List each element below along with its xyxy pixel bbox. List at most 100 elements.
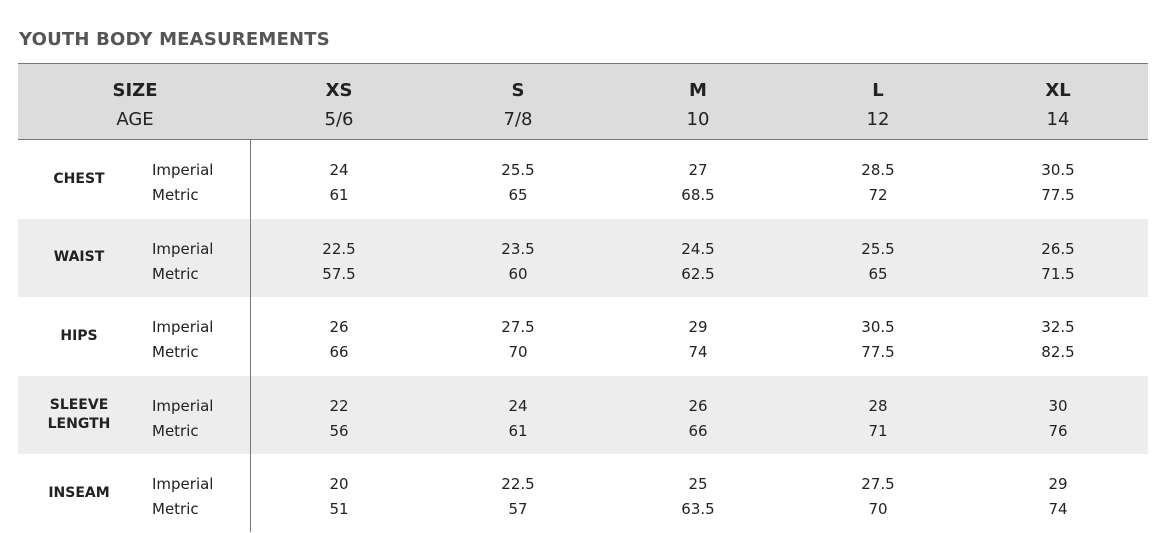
measurement-cell: 30.5 77.5	[818, 315, 938, 365]
unit-imperial: Imperial	[152, 475, 214, 493]
imperial-value: 25.5	[501, 161, 535, 179]
metric-value: 57	[508, 500, 528, 518]
age-label: AGE	[116, 109, 154, 130]
imperial-value: 28	[868, 396, 888, 415]
imperial-value: 29	[1048, 475, 1068, 493]
metric-value: 62.5	[681, 264, 715, 283]
size-column-header: M 10	[608, 76, 788, 134]
imperial-value: 25	[688, 475, 708, 493]
metric-value: 76	[1048, 421, 1068, 440]
table-row: HIPS Imperial Metric 26 66 27.5 70 29 74 30.5 77.5…	[18, 297, 1148, 376]
metric-value: 82.5	[1041, 343, 1075, 361]
unit-metric: Metric	[152, 186, 199, 204]
imperial-value: 26	[688, 396, 708, 415]
size-label: SIZE	[112, 80, 158, 101]
metric-value: 66	[329, 343, 349, 361]
measurement-cell: 29 74	[638, 315, 758, 365]
size-value: M	[689, 80, 707, 101]
column-divider	[250, 140, 251, 532]
measurement-cell: 27.5 70	[458, 315, 578, 365]
imperial-value: 22	[329, 396, 349, 415]
imperial-value: 27.5	[501, 318, 535, 336]
metric-value: 66	[688, 421, 708, 440]
measurement-label: CHEST	[53, 170, 105, 187]
metric-value: 70	[868, 500, 888, 518]
measurement-cell: 22.5 57	[458, 472, 578, 522]
measurement-label: WAIST	[53, 249, 105, 266]
measurement-label: INSEAM	[48, 484, 110, 501]
table-row: CHEST Imperial Metric 24 61 25.5 65 27 68.5 28.5 7…	[18, 140, 1148, 219]
measurement-label-word: SLEEVE	[49, 396, 109, 413]
metric-value: 77.5	[861, 343, 895, 361]
imperial-value: 20	[329, 475, 349, 493]
age-value: 14	[1046, 109, 1070, 130]
metric-value: 65	[508, 186, 528, 204]
table-row: WAIST Imperial Metric 22.5 57.5 23.5 60 24.5 62.…	[18, 218, 1148, 297]
measurement-cell: 30.5 77.5	[998, 158, 1118, 208]
metric-value: 60	[508, 264, 528, 283]
unit-imperial: Imperial	[152, 239, 214, 258]
imperial-value: 30.5	[861, 318, 895, 336]
table-row: SLEEVE LENGTH Imperial Metric 22 56 24 61 26 66 28…	[18, 375, 1148, 455]
metric-value: 71.5	[1041, 264, 1075, 283]
metric-value: 63.5	[681, 500, 715, 518]
table-body: CHEST Imperial Metric 24 61 25.5 65 27 68.5 28.5 7…	[18, 140, 1148, 533]
metric-value: 70	[508, 343, 528, 361]
measurement-cell: 24.5 62.5	[638, 237, 758, 287]
unit-labels: Imperial Metric	[152, 472, 213, 522]
metric-value: 72	[868, 186, 888, 204]
metric-value: 51	[329, 500, 349, 518]
imperial-value: 24.5	[681, 239, 715, 258]
size-chart-table: SIZE AGE XS 5/6 S 7/8 M 10 L 12 XL 14 CHEST Imperial…	[18, 63, 1148, 533]
size-column-header: S 7/8	[428, 76, 608, 134]
unit-imperial: Imperial	[152, 396, 214, 415]
table-row: INSEAM Imperial Metric 20 51 22.5 57 25 63.5 27.5…	[18, 454, 1148, 533]
imperial-value: 29	[688, 318, 708, 336]
measurement-cell: 27 68.5	[638, 158, 758, 208]
table-header: SIZE AGE XS 5/6 S 7/8 M 10 L 12 XL 14	[18, 63, 1148, 140]
unit-labels: Imperial Metric	[152, 158, 213, 208]
age-value: 12	[866, 109, 890, 130]
imperial-value: 26.5	[1041, 239, 1075, 258]
size-column-header: XS 5/6	[249, 76, 429, 134]
size-value: XS	[325, 80, 353, 101]
measurement-cell: 24 61	[279, 158, 399, 208]
measurement-cell: 26.5 71.5	[998, 237, 1118, 287]
unit-labels: Imperial Metric	[152, 315, 213, 365]
metric-value: 77.5	[1041, 186, 1075, 204]
metric-value: 71	[868, 421, 888, 440]
measurement-cell: 26 66	[279, 315, 399, 365]
imperial-value: 24	[508, 396, 528, 415]
measurement-cell: 20 51	[279, 472, 399, 522]
measurement-cell: 30 76	[998, 394, 1118, 444]
imperial-value: 32.5	[1041, 318, 1075, 336]
metric-value: 56	[329, 421, 349, 440]
imperial-value: 25.5	[861, 239, 895, 258]
unit-metric: Metric	[152, 421, 199, 440]
measurement-cell: 25.5 65	[458, 158, 578, 208]
header-label-column: SIZE AGE	[45, 76, 225, 134]
unit-labels: Imperial Metric	[152, 394, 213, 444]
measurement-cell: 22.5 57.5	[279, 237, 399, 287]
measurement-cell: 32.5 82.5	[998, 315, 1118, 365]
metric-value: 74	[688, 343, 708, 361]
metric-value: 57.5	[322, 264, 356, 283]
metric-value: 68.5	[681, 186, 715, 204]
imperial-value: 27.5	[861, 475, 895, 493]
measurement-cell: 25.5 65	[818, 237, 938, 287]
measurement-label: HIPS	[60, 327, 98, 344]
measurement-cell: 22 56	[279, 394, 399, 444]
imperial-value: 23.5	[501, 239, 535, 258]
age-value: 7/8	[503, 109, 533, 130]
unit-imperial: Imperial	[152, 161, 214, 179]
size-column-header: L 12	[788, 76, 968, 134]
unit-labels: Imperial Metric	[152, 237, 213, 287]
measurement-cell: 29 74	[998, 472, 1118, 522]
page-title: YOUTH BODY MEASUREMENTS	[19, 29, 330, 50]
measurement-cell: 23.5 60	[458, 237, 578, 287]
measurement-label: SLEEVE LENGTH	[18, 376, 140, 455]
imperial-value: 30	[1048, 396, 1068, 415]
measurement-cell: 24 61	[458, 394, 578, 444]
measurement-cell: 28 71	[818, 394, 938, 444]
metric-value: 61	[508, 421, 528, 440]
